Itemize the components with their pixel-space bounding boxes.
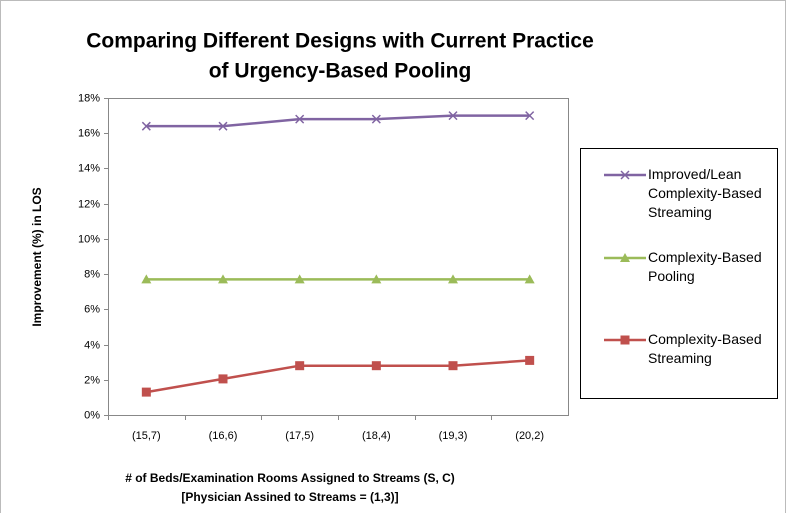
data-point [141,121,151,131]
data-point [218,274,228,284]
data-point [295,361,305,371]
x-tick-label: (16,6) [209,430,238,442]
y-tick-label: 6% [84,303,100,315]
legend-marker [620,253,630,262]
data-point [141,387,151,397]
data-point [141,274,152,284]
data-point [294,274,305,284]
data-point [218,374,228,384]
data-point [448,274,458,284]
y-tick-label: 14% [78,162,100,174]
data-point [371,274,382,284]
x-axis-title: [Physician Assined to Streams = (1,3)] [181,490,398,504]
data-point [524,274,535,284]
legend-label: Complexity-Based Streaming [648,331,762,366]
data-point [371,114,381,124]
y-tick-label: 8% [84,268,100,280]
chart-title: Comparing Different Designs with Current… [86,30,594,53]
y-tick-label: 10% [78,233,100,245]
legend-marker [620,170,630,180]
x-axis-title: # of Beds/Examination Rooms Assigned to … [125,471,455,485]
y-tick-label: 16% [78,127,100,139]
x-tick-label: (17,5) [285,430,314,442]
legend-label: Complexity-Based Pooling [648,249,762,284]
series-line [146,359,530,394]
x-tick-label: (20,2) [515,430,544,442]
x-tick-label: (18,4) [362,430,391,442]
data-point [371,361,381,371]
y-tick-label: 0% [84,409,100,421]
data-point [525,355,535,365]
data-point [448,111,458,121]
series-line [146,114,530,128]
legend-label: Improved/Lean Complexity-Based Streaming [648,166,762,220]
chart-title: of Urgency-Based Pooling [209,60,472,83]
x-tick-label: (19,3) [439,430,468,442]
data-point [525,111,535,121]
legend-marker [620,335,630,345]
data-point [448,361,458,371]
plot-area [108,98,569,416]
y-tick-label: 12% [78,198,100,210]
data-point [218,121,228,131]
y-axis-title: Improvement (%) in LOS [30,187,44,326]
x-tick-label: (15,7) [132,430,161,442]
y-tick-label: 2% [84,374,100,386]
legend-box [580,148,778,399]
data-point [295,114,305,124]
y-tick-label: 4% [84,339,100,351]
y-tick-label: 18% [78,92,100,104]
